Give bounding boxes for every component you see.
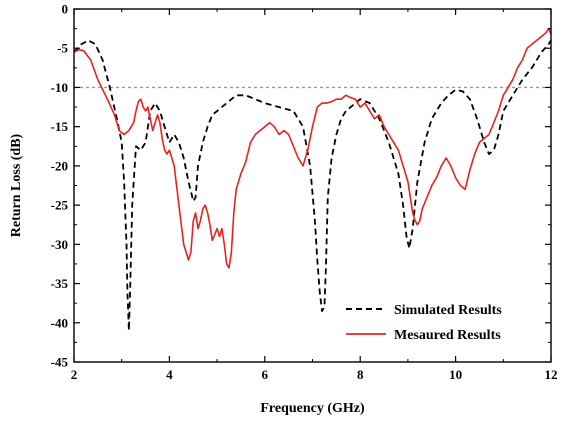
y-tick-label: -15 <box>51 119 69 134</box>
legend: Simulated Results Mesaured Results <box>346 303 502 343</box>
y-axis-title: Return Loss (dB) <box>9 133 24 237</box>
y-tick-label: -45 <box>51 355 69 370</box>
series-line-2 <box>73 27 552 269</box>
y-tick-label: -10 <box>51 80 68 95</box>
x-tick-label: 6 <box>262 367 269 382</box>
y-tick-label: 0 <box>62 2 69 17</box>
legend-label-1: Simulated Results <box>394 303 502 318</box>
legend-label-2: Mesaured Results <box>394 328 501 343</box>
x-tick-label: 12 <box>545 367 558 382</box>
y-tick-label: -40 <box>51 315 68 330</box>
series-line-1 <box>73 39 552 332</box>
labels-layer: 2 4 6 8 10 12 0 -5 -10 -15 -20 -25 -30 -35 -40 -45 Frequ… <box>9 2 558 417</box>
y-tick-label: -35 <box>51 276 69 291</box>
x-tick-label: 2 <box>71 367 78 382</box>
y-tick-label: -20 <box>51 158 68 173</box>
axes-layer <box>73 8 552 363</box>
x-tick-label: 8 <box>357 367 364 382</box>
series-layer <box>73 27 552 332</box>
y-tick-label: -25 <box>51 198 69 213</box>
x-axis-title: Frequency (GHz) <box>260 401 365 416</box>
x-tick-label: 4 <box>166 367 173 382</box>
y-tick-label: -5 <box>57 41 68 56</box>
y-tick-label: -30 <box>51 237 68 252</box>
x-tick-label: 10 <box>449 367 462 382</box>
